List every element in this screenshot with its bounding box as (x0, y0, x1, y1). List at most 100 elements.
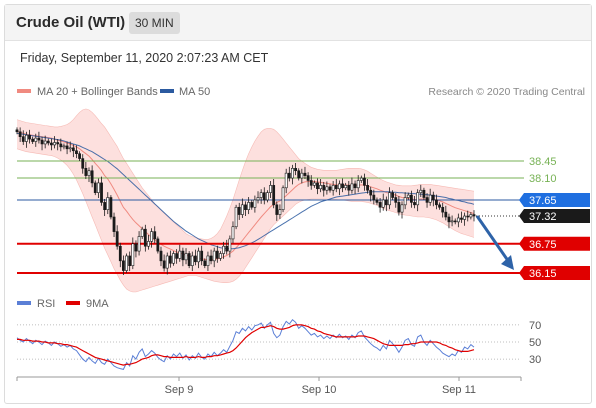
candle-body (422, 189, 426, 198)
candle-body (247, 202, 251, 210)
candle-body (234, 206, 238, 228)
level-tag-36.75 (519, 236, 590, 251)
candle-body (281, 187, 285, 210)
level-tag-37.65 (519, 192, 590, 207)
candle-body (381, 199, 385, 208)
candle-body (369, 189, 373, 196)
candle-body (81, 158, 85, 169)
candle-body (106, 197, 110, 210)
candle-body (31, 138, 35, 142)
candle-body (312, 182, 316, 186)
candle-body (291, 168, 294, 179)
rsi-level-label-70: 70 (529, 320, 541, 332)
candle-body (447, 216, 451, 223)
x-tick-label: Sep 11 (442, 384, 476, 396)
candle-body (419, 189, 423, 193)
timestamp: Friday, September 11, 2020 2:07:23 AM CE… (20, 51, 269, 65)
candle-body (90, 170, 94, 184)
candle-body (103, 202, 107, 210)
candle-body (266, 192, 269, 201)
candle-body (372, 194, 376, 201)
candle-body (400, 204, 404, 213)
candle-body (331, 185, 335, 191)
candle-body (93, 182, 97, 193)
candle-body (65, 145, 69, 150)
candle-body (250, 202, 254, 208)
rsi-level-label-30: 30 (529, 354, 541, 366)
candle-body (453, 220, 457, 223)
candle-body (190, 255, 194, 266)
candle-body (84, 168, 88, 176)
candle-body (403, 197, 407, 206)
candle-body (319, 185, 323, 190)
interval-badge[interactable]: 30 MIN (129, 12, 180, 34)
candle-body (112, 216, 116, 232)
candle-body (46, 140, 50, 144)
candle-body (131, 243, 135, 266)
candle-body (178, 250, 182, 259)
candle-body (456, 217, 460, 223)
rsi-ma-legend-swatch (66, 301, 80, 305)
chart-widget: Crude Oil (WTI) 30 MIN Friday, September… (4, 4, 592, 404)
candle-body (187, 253, 191, 266)
candle-body (341, 183, 344, 189)
candle-body (253, 199, 257, 208)
projection-arrow (475, 215, 514, 270)
candle-body (472, 214, 476, 217)
candle-body (431, 194, 435, 201)
rsi-legend-label: RSI (37, 298, 55, 310)
candle-body (15, 129, 19, 133)
rsi-ma-legend-label: 9MA (86, 298, 109, 310)
candle-body (134, 243, 138, 252)
candle-body (334, 185, 338, 190)
candle-body (300, 172, 304, 179)
candle-body (143, 228, 147, 247)
candle-body (215, 250, 219, 259)
candle-body (394, 197, 398, 203)
instrument-title: Crude Oil (WTI) (16, 14, 126, 31)
candle-body (87, 170, 91, 176)
candle-body (466, 215, 470, 218)
candle-body (435, 199, 438, 206)
candle-body (294, 168, 297, 172)
candle-body (344, 185, 348, 189)
candle-body (118, 245, 122, 262)
ma50-legend-label: MA 50 (179, 86, 210, 98)
candle-body (59, 143, 63, 148)
candle-body (200, 250, 204, 262)
x-tick-label: Sep 9 (165, 384, 194, 396)
rsi-line (16, 318, 475, 370)
ma50-legend-swatch (160, 89, 174, 93)
candle-body (34, 137, 38, 142)
candle-body (325, 186, 329, 191)
candle-body (413, 202, 416, 206)
rsi-legend-swatch (17, 301, 31, 305)
level-label-38.45: 38.45 (529, 156, 557, 168)
candle-body (21, 136, 25, 142)
candle-body (122, 260, 125, 271)
candle-body (219, 253, 222, 259)
candle-body (410, 194, 413, 203)
candle-body (306, 175, 310, 181)
candle-body (68, 147, 72, 150)
candle-body (444, 211, 448, 218)
x-tick-label: Sep 10 (302, 384, 337, 396)
candle-body (460, 217, 463, 220)
candle-body (228, 238, 232, 252)
candle-body (109, 197, 113, 218)
candle-body (62, 145, 66, 148)
candle-body (175, 253, 179, 259)
candle-body (350, 183, 354, 191)
candle-body (137, 236, 141, 252)
candle-body (469, 214, 473, 218)
candle-body (378, 202, 382, 208)
rsi-level-label-50: 50 (529, 337, 541, 349)
header-bar: Crude Oil (WTI) 30 MIN (5, 5, 591, 41)
candle-body (316, 182, 319, 190)
candle-body (212, 250, 216, 262)
candle-body (150, 231, 153, 242)
candle-body (18, 131, 22, 137)
ma50-line (16, 132, 475, 250)
candle-body (272, 185, 276, 206)
candle-body (259, 192, 263, 198)
